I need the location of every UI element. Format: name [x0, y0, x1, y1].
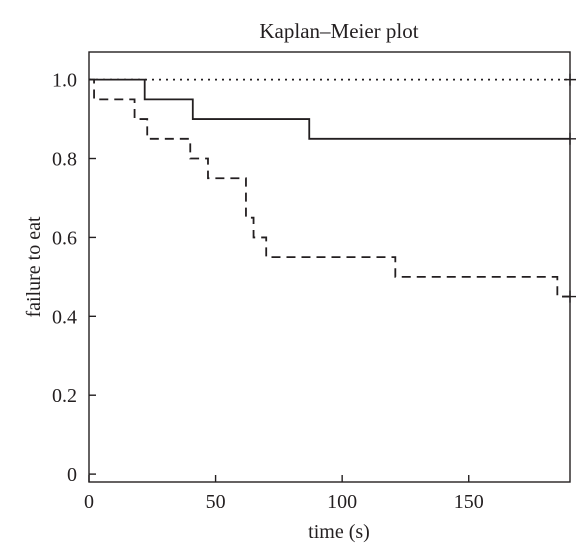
dashed-survival-line: [89, 78, 570, 298]
x-axis: 0 50 100 150: [84, 475, 484, 513]
y-tick-label: 0.4: [52, 306, 77, 328]
y-tick-label: 0.6: [52, 227, 77, 249]
y-tick-label: 0: [67, 464, 77, 486]
chart-title: Kaplan–Meier plot: [259, 19, 418, 43]
plot-frame: [88, 51, 571, 483]
y-tick-label: 0.8: [52, 149, 77, 171]
y-axis-title: failure to eat: [23, 216, 45, 317]
solid-survival-line: [89, 78, 570, 140]
censor-mark: [564, 132, 576, 145]
y-tick-label: 0.2: [52, 385, 77, 407]
x-tick-label: 50: [206, 491, 226, 513]
censor-mark: [564, 290, 576, 303]
censor-mark: [564, 73, 576, 86]
series-layer: [89, 73, 576, 303]
x-tick-label: 0: [84, 491, 94, 513]
x-tick-label: 100: [327, 491, 357, 513]
x-tick-label: 150: [454, 491, 484, 513]
x-axis-title: time (s): [308, 521, 370, 543]
y-axis: 0 0.2 0.4 0.6 0.8 1.0: [52, 70, 96, 486]
y-tick-label: 1.0: [52, 70, 77, 92]
